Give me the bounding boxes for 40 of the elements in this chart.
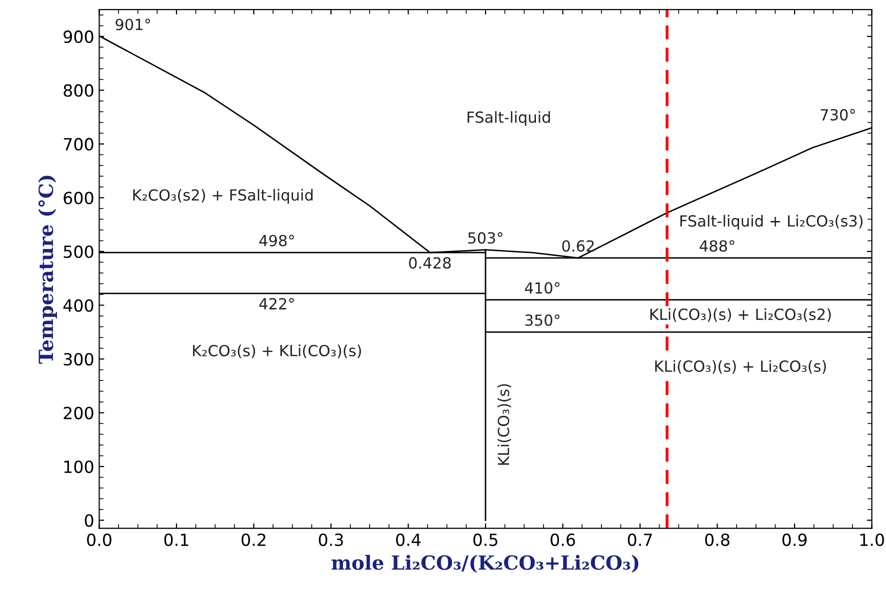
y-tick-label: 800 <box>64 84 94 97</box>
annotation: 0.428 <box>409 257 451 269</box>
x-tick-label: 0.5 <box>473 533 498 546</box>
annotation: 0.62 <box>562 240 594 252</box>
annotation: 503° <box>468 232 502 244</box>
x-tick-label: 0.9 <box>782 533 807 546</box>
annotation: FSalt-liquid <box>468 111 550 126</box>
annotation: KLi(CO₃)(s) + Li₂CO₃(s2) <box>650 308 831 322</box>
x-tick-label: 0.1 <box>164 533 188 546</box>
y-tick-label: 600 <box>64 192 94 204</box>
annotation: KLi(CO₃)(s) <box>497 384 512 465</box>
y-tick-label: 400 <box>63 299 94 312</box>
x-tick-label: 0.2 <box>242 533 266 546</box>
annotation: 410° <box>524 282 560 294</box>
annotation: FSalt-liquid + Li₂CO₃(s3) <box>680 214 863 230</box>
x-tick-label: 1.0 <box>860 533 884 546</box>
annotation: 730° <box>820 109 855 121</box>
x-axis-title: mole Li₂CO₃/(K₂CO₃+Li₂CO₃) <box>332 554 638 573</box>
y-tick-label: 500 <box>64 245 94 258</box>
x-tick-label: 0.3 <box>318 533 343 546</box>
annotation: 422° <box>259 298 294 310</box>
y-axis-title: Temperature (°C) <box>38 176 58 364</box>
x-tick-label: 0.6 <box>550 533 575 546</box>
annotation: 488° <box>700 240 734 252</box>
y-tick-label: 0 <box>84 514 94 527</box>
annotation: 498° <box>259 234 294 246</box>
x-tick-label: 0.4 <box>396 533 421 546</box>
y-tick-label: 200 <box>64 406 94 420</box>
y-tick-label: 100 <box>64 460 94 474</box>
y-tick-label: 700 <box>64 138 94 151</box>
annotation: K₂CO₃(s2) + FSalt-liquid <box>133 188 313 204</box>
x-tick-label: 0.8 <box>705 533 730 546</box>
y-tick-label: 900 <box>64 30 94 44</box>
x-tick-label: 0.7 <box>628 533 652 546</box>
x-tick-label: 0.0 <box>87 533 112 546</box>
annotation: KLi(CO₃)(s) + Li₂CO₃(s) <box>655 360 826 374</box>
y-tick-label: 300 <box>64 352 94 366</box>
annotation: 350° <box>525 314 560 326</box>
annotation: K₂CO₃(s) + KLi(CO₃)(s) <box>193 344 361 358</box>
annotation: 901° <box>116 18 150 30</box>
